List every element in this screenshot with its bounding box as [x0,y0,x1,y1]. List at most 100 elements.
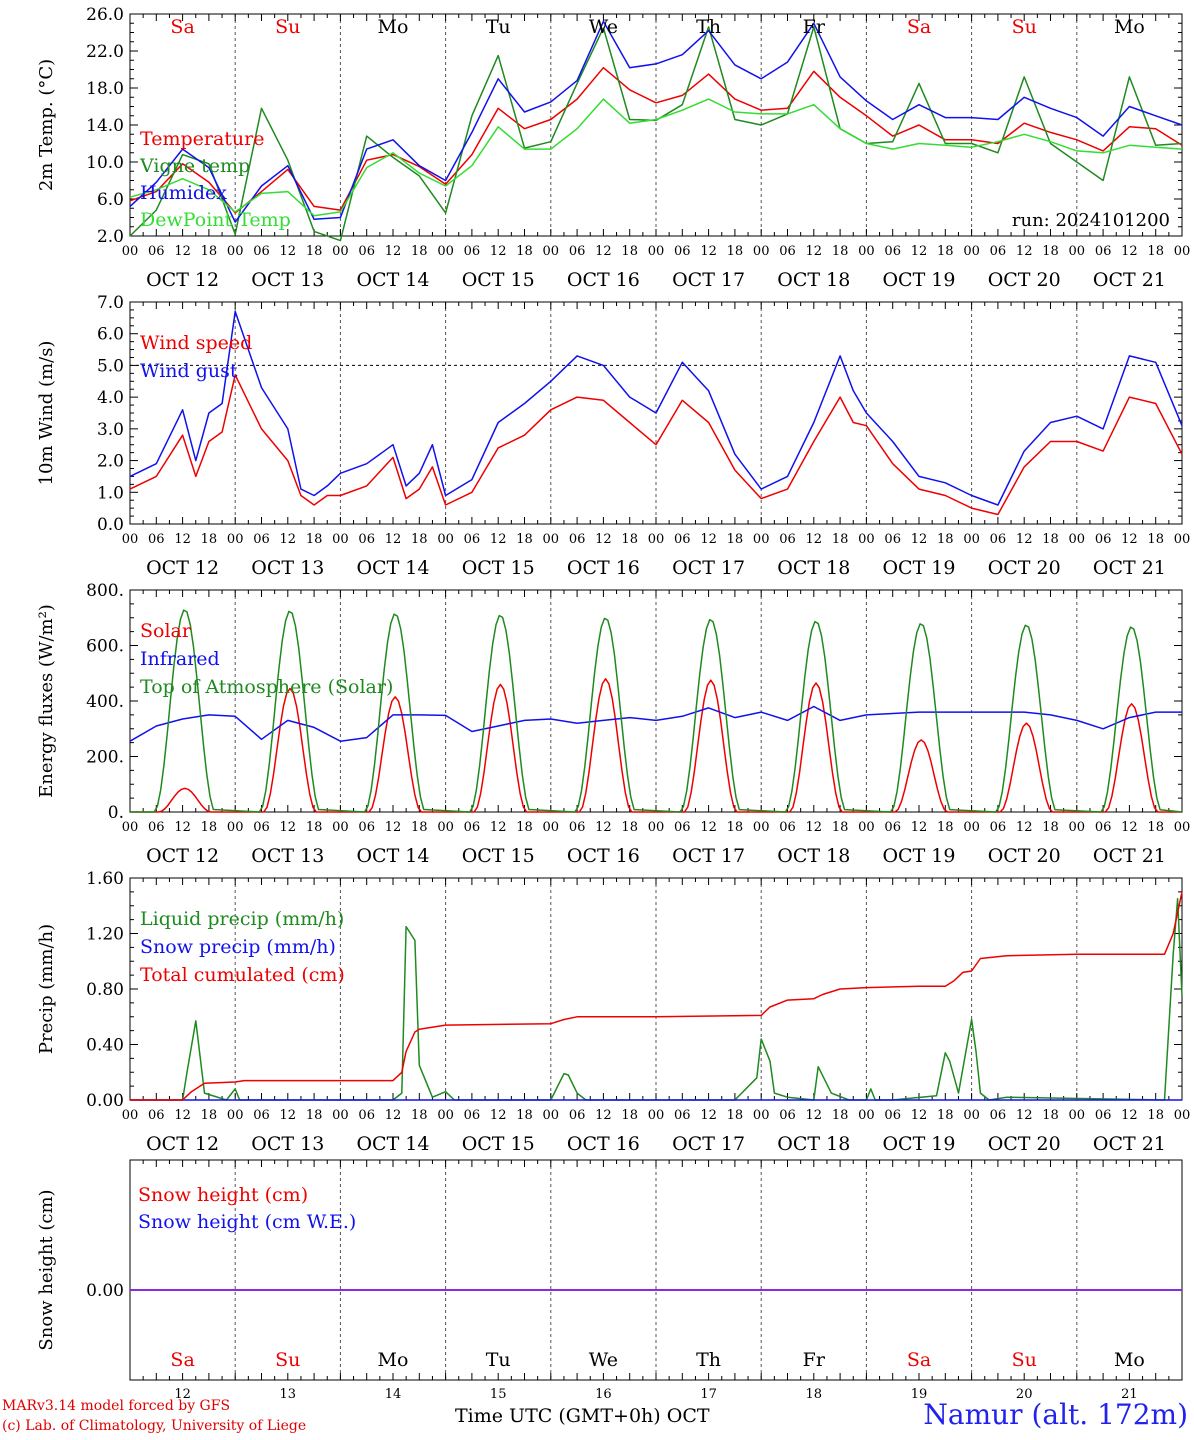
panel4-hour-label: 06 [358,1108,375,1123]
panel3-hour-label: 06 [779,820,796,835]
panel2-hour-label: 00 [543,532,560,547]
lab-credit: (c) Lab. of Climatology, University of L… [2,1418,307,1434]
panel4-hour-label: 18 [727,1108,744,1123]
panel2-hour-label: 18 [727,532,744,547]
bottom-day-number: 21 [1121,1387,1138,1402]
panel1-hour-label: 00 [1174,244,1191,259]
panel2-hour-label: 00 [963,532,980,547]
panel3-hour-label: 18 [306,820,323,835]
panel3-hour-label: 18 [727,820,744,835]
panel3-hour-label: 18 [411,820,428,835]
panel3-y-tick-label: 600. [86,637,124,657]
panel2-hour-label: 12 [1016,532,1033,547]
panel1-hour-label: 18 [621,244,638,259]
panel1-hour-label: 18 [1042,244,1059,259]
panel1-hour-label: 18 [516,244,533,259]
panel4-date-label: OCT 15 [462,1133,535,1155]
panel1-date-label: OCT 12 [146,269,219,291]
panel1-hour-label: 06 [779,244,796,259]
panel3-hour-label: 00 [227,820,244,835]
bottom-weekday-label: We [589,1349,618,1371]
panel4-hour-label: 18 [621,1108,638,1123]
bottom-day-number: 20 [1016,1387,1033,1402]
panel1-series-temperature [129,66,1183,214]
panel2-hour-label: 12 [280,532,297,547]
panel2-hour-label: 06 [358,532,375,547]
panel3-hour-label: 06 [358,820,375,835]
panel5-y-tick-label: 0.00 [86,1281,124,1301]
station-label: Namur (alt. 172m) [923,1398,1188,1431]
panel3-date-label: OCT 17 [672,845,745,867]
panel1-legend-temperature: Temperature [140,128,264,150]
panel1-hour-label: 12 [385,244,402,259]
panel4-hour-label: 12 [385,1108,402,1123]
panel4-date-label: OCT 20 [988,1133,1061,1155]
panel4-date-label: OCT 17 [672,1133,745,1155]
panel1-date-label: OCT 13 [251,269,324,291]
panel3-hour-label: 18 [1147,820,1164,835]
panel4-hour-label: 00 [122,1108,139,1123]
panel4-hour-label: 12 [1121,1108,1138,1123]
panel1-y-tick-label: 26.0 [86,5,124,25]
panel3-y-tick-label: 200. [86,748,124,768]
panel4-legend-liquid-precip-mm-h: Liquid precip (mm/h) [140,908,344,930]
bottom-weekday-label: Tu [486,1349,511,1371]
panel5-y-axis-title: Snow height (cm) [36,1189,57,1350]
panel3-hour-label: 12 [1121,820,1138,835]
panel2-hour-label: 00 [122,532,139,547]
panel3-date-label: OCT 16 [567,845,640,867]
panel1-y-tick-label: 10.0 [86,153,124,173]
panel2-hour-label: 00 [437,532,454,547]
panel3-y-tick-label: 0. [108,803,124,823]
panel1-hour-label: 12 [1016,244,1033,259]
panel3-date-label: OCT 21 [1093,845,1166,867]
panel1-y-tick-label: 6.0 [97,190,124,210]
panel1-hour-label: 00 [1069,244,1086,259]
panel4-hour-label: 06 [674,1108,691,1123]
panel1-hour-label: 06 [148,244,165,259]
panel4-hour-label: 18 [516,1108,533,1123]
panel1-hour-label: 00 [963,244,980,259]
panel3-legend-infrared: Infrared [140,648,220,670]
panel1-hour-label: 18 [727,244,744,259]
panel3-hour-label: 00 [122,820,139,835]
panel3-date-label: OCT 12 [146,845,219,867]
panel3-y-axis-title: Energy fluxes (W/m²) [36,604,57,798]
panel2-hour-label: 00 [1069,532,1086,547]
panel3-hour-label: 00 [858,820,875,835]
panel2-hour-label: 06 [674,532,691,547]
top-weekday-label: Sa [907,16,931,38]
time-axis-month: OCT [666,1405,710,1427]
panel1-hour-label: 00 [648,244,665,259]
panel3-series-solar [130,678,1182,813]
top-weekday-label: Su [1012,16,1037,38]
panel3-hour-label: 12 [806,820,823,835]
panel4-series-total-cumulated-cm [130,891,1183,1101]
panel4-y-tick-label: 0.80 [86,980,124,1000]
panel3-y-tick-label: 800. [86,581,124,601]
panel2-date-label: OCT 17 [672,557,745,579]
panel1-hour-label: 00 [858,244,875,259]
panel1-date-label: OCT 18 [777,269,850,291]
panel1-y-tick-label: 18.0 [86,79,124,99]
panel2-hour-label: 06 [464,532,481,547]
panel4-y-tick-label: 0.00 [86,1091,124,1111]
panel3-hour-label: 00 [1174,820,1191,835]
panel4-hour-label: 06 [569,1108,586,1123]
top-weekday-label: Mo [378,16,409,38]
panel2-hour-label: 06 [148,532,165,547]
top-weekday-label: Mo [1114,16,1145,38]
panel1-hour-label: 06 [358,244,375,259]
panel3-hour-label: 06 [1095,820,1112,835]
panel3-hour-label: 00 [543,820,560,835]
panel1-y-axis-title: 2m Temp. (°C) [36,59,57,191]
panel4-hour-label: 06 [253,1108,270,1123]
model-credit: MARv3.14 model forced by GFS [2,1398,231,1414]
panel4-hour-label: 00 [543,1108,560,1123]
panel2-hour-label: 12 [174,532,191,547]
panel2-legend-wind-gust: Wind gust [140,360,238,382]
panel4-hour-label: 00 [227,1108,244,1123]
panel4-hour-label: 00 [437,1108,454,1123]
panel4-y-tick-label: 1.20 [86,925,124,945]
panel2-date-label: OCT 18 [777,557,850,579]
